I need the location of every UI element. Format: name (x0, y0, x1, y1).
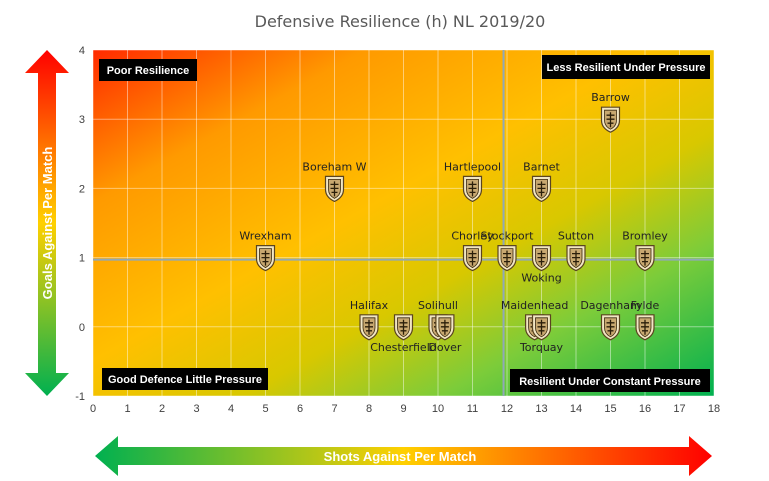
data-point: Stockport (481, 230, 535, 272)
point-label: Solihull (418, 299, 458, 312)
y-tick-label: 2 (79, 183, 85, 195)
club-crest-icon (462, 245, 483, 272)
y-tick-label: 3 (79, 114, 85, 126)
club-crest-icon (359, 314, 379, 341)
club-crest-icon (393, 314, 414, 341)
data-point: Woking (521, 245, 562, 285)
x-tick-label: 6 (297, 403, 303, 415)
quadrant-label-top-right: Less Resilient Under Pressure (542, 55, 710, 79)
data-point: Torquay (519, 314, 564, 354)
x-tick-label: 0 (90, 403, 96, 415)
club-crest-icon (531, 314, 552, 341)
club-crest-icon (435, 314, 455, 341)
x-tick-label: 9 (400, 403, 406, 415)
x-tick-label: 5 (262, 403, 268, 415)
point-label: Halifax (350, 299, 389, 312)
x-tick-label: 10 (432, 403, 444, 415)
x-axis-arrow: Shots Against Per Match (95, 436, 712, 476)
x-tick-label: 8 (366, 403, 372, 415)
x-tick-label: 11 (467, 403, 478, 415)
y-tick-label: 0 (79, 322, 85, 334)
y-tick-label: 4 (79, 45, 85, 57)
x-tick-label: 4 (228, 403, 234, 415)
x-tick-label: 13 (535, 403, 547, 415)
club-crest-icon (566, 245, 586, 272)
point-label: Barnet (523, 160, 560, 173)
x-tick-label: 16 (639, 403, 651, 415)
x-tick-label: 3 (193, 403, 199, 415)
club-crest-icon (531, 245, 552, 272)
club-crest-icon (497, 245, 517, 272)
point-label: Hartlepool (444, 160, 501, 173)
quadrant-text-top-left: Poor Resilience (107, 65, 190, 77)
data-point: Wrexham (239, 230, 292, 272)
point-label: Barrow (591, 91, 630, 104)
club-crest-icon (635, 245, 655, 272)
point-label: Woking (521, 272, 561, 285)
point-label: Fylde (631, 299, 660, 312)
data-point: Barnet (523, 160, 561, 203)
data-point: Hartlepool (444, 160, 501, 203)
data-point: Fylde (631, 299, 660, 341)
data-point: Boreham W (302, 160, 367, 203)
quadrant-label-bottom-right: Resilient Under Constant Pressure (510, 369, 710, 392)
quadrant-text-top-right: Less Resilient Under Pressure (547, 62, 706, 74)
club-crest-icon (255, 245, 276, 272)
point-label: Boreham W (302, 160, 366, 173)
quadrant-text-bottom-right: Resilient Under Constant Pressure (519, 376, 701, 388)
x-tick-label: 17 (673, 403, 685, 415)
x-axis-label: Shots Against Per Match (324, 449, 477, 464)
point-label: Wrexham (239, 230, 291, 243)
point-label: Torquay (519, 341, 564, 354)
x-tick-label: 12 (501, 403, 513, 415)
y-tick-label: 1 (79, 253, 85, 265)
point-label: Dagenham (580, 299, 640, 312)
point-label: Chorley (451, 230, 494, 243)
club-crest-icon (600, 106, 621, 133)
x-tick-label: 18 (708, 403, 720, 415)
y-axis-ticks: -1 0 1 2 3 4 (75, 45, 85, 403)
club-crest-icon (531, 175, 552, 203)
reference-lines (93, 50, 714, 396)
club-crest-icon (600, 314, 621, 341)
x-tick-label: 2 (159, 403, 165, 415)
point-label: Bromley (622, 230, 668, 243)
x-tick-label: 14 (570, 403, 582, 415)
y-axis-label: Goals Against Per Match (40, 147, 55, 300)
point-label: Sutton (558, 230, 594, 243)
quadrant-label-bottom-left: Good Defence Little Pressure (102, 368, 268, 390)
x-tick-label: 7 (331, 403, 337, 415)
data-point: Dover (428, 314, 462, 354)
point-label: Dover (428, 341, 461, 354)
club-crest-icon (635, 314, 655, 341)
y-axis-arrow: Goals Against Per Match (25, 50, 69, 396)
x-axis-ticks: 0 1 2 3 4 5 6 7 8 9 10 11 12 13 14 15 16 17 18 (90, 403, 720, 415)
x-tick-label: 15 (604, 403, 616, 415)
club-crest-icon (324, 175, 345, 203)
data-point: Halifax (350, 299, 389, 341)
point-label: Chesterfield (370, 341, 437, 354)
chart-title: Defensive Resilience (h) NL 2019/20 (255, 12, 546, 31)
data-points: Barrow Boreham W Hartlepool Barnet Wrexham Ch… (239, 91, 668, 354)
club-crest-icon (462, 175, 483, 203)
data-point: Bromley (622, 230, 668, 272)
data-point: Chorley (451, 230, 494, 272)
data-point: Chesterfield (370, 314, 437, 354)
point-label: Stockport (481, 230, 535, 243)
y-tick-label: -1 (75, 391, 85, 403)
x-tick-label: 1 (124, 403, 130, 415)
data-point: Dagenham (580, 299, 641, 341)
quadrant-label-top-left: Poor Resilience (99, 59, 197, 81)
data-point: Barrow (591, 91, 630, 133)
point-label: Maidenhead (501, 299, 568, 312)
quadrant-text-bottom-left: Good Defence Little Pressure (108, 374, 262, 386)
data-point: Sutton (558, 230, 594, 272)
